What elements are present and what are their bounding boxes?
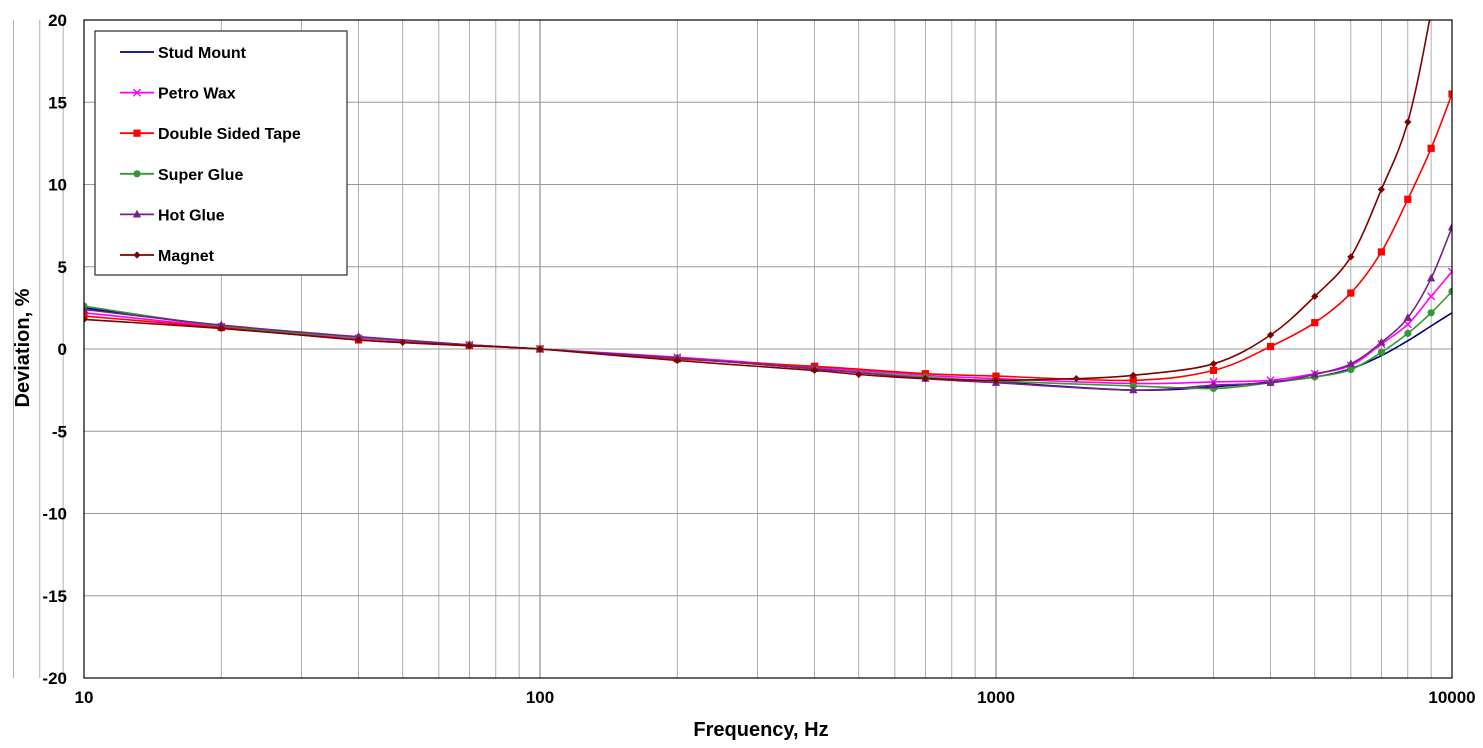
- x-axis-title: Frequency, Hz: [693, 719, 828, 741]
- y-axis-title: Deviation, %: [12, 288, 34, 407]
- data-point-magnet: [354, 336, 363, 344]
- legend-label-hot-glue: Hot Glue: [158, 207, 225, 224]
- data-point-double-sided-tape: [992, 372, 1000, 380]
- data-point-magnet: [399, 338, 407, 347]
- data-point-super-glue: [1404, 329, 1412, 337]
- legend-item-petro-wax: Petro Wax: [120, 86, 236, 103]
- data-point-hot-glue: [1266, 378, 1275, 386]
- data-point-petro-wax: [1403, 320, 1412, 329]
- y-tick-label: -15: [42, 587, 67, 606]
- legend-marker-double-sided-tape: [133, 129, 141, 137]
- data-point-double-sided-tape: [1266, 342, 1275, 351]
- legend-item-double-sided-tape: Double Sided Tape: [120, 126, 301, 143]
- series-line-hot-glue: [84, 226, 1452, 391]
- data-point-super-glue: [1427, 309, 1435, 317]
- data-point-magnet: [1404, 118, 1412, 126]
- legend-marker-petro-wax: [132, 88, 142, 97]
- data-point-hot-glue: [1346, 359, 1355, 367]
- data-point-hot-glue: [1403, 313, 1412, 321]
- x-tick-label: 10: [75, 688, 94, 707]
- legend: Stud Mount Petro Wax Double Sided Tape Supe…: [94, 30, 348, 276]
- data-point-magnet: [84, 315, 88, 323]
- data-point-hot-glue: [1427, 273, 1436, 282]
- data-point-hot-glue: [1447, 222, 1452, 231]
- data-point-magnet: [673, 356, 681, 365]
- data-point-magnet: [1311, 292, 1319, 300]
- data-point-double-sided-tape: [1404, 195, 1412, 203]
- data-point-double-sided-tape: [1209, 366, 1218, 374]
- data-point-double-sided-tape: [1129, 376, 1137, 384]
- data-point-magnet: [1266, 331, 1275, 339]
- y-tick-label: 20: [48, 11, 67, 30]
- data-point-petro-wax: [1427, 292, 1436, 301]
- data-point-hot-glue: [1377, 337, 1386, 346]
- series-layer: [84, 20, 1452, 394]
- data-point-super-glue: [1377, 348, 1385, 356]
- legend-item-stud-mount: Stud Mount: [120, 45, 247, 62]
- data-point-magnet: [1347, 253, 1355, 261]
- data-point-double-sided-tape: [1427, 144, 1435, 152]
- data-point-magnet: [855, 370, 863, 379]
- data-point-magnet: [536, 345, 544, 353]
- data-point-hot-glue: [1129, 385, 1138, 394]
- data-point-hot-glue: [217, 320, 226, 329]
- data-point-double-sided-tape: [1311, 319, 1319, 327]
- data-point-petro-wax: [1447, 267, 1452, 276]
- y-tick-label: -5: [52, 422, 67, 441]
- legend-label-super-glue: Super Glue: [158, 167, 243, 184]
- legend-marker-magnet: [133, 251, 141, 259]
- data-point-double-sided-tape: [1347, 289, 1355, 297]
- y-tick-label: 10: [48, 176, 67, 195]
- x-tick-label: 100: [526, 688, 554, 707]
- data-point-super-glue: [1448, 287, 1452, 296]
- legend-marker-hot-glue: [132, 209, 142, 218]
- legend-item-hot-glue: Hot Glue: [120, 207, 225, 224]
- data-point-hot-glue: [354, 332, 363, 340]
- legend-label-stud-mount: Stud Mount: [158, 45, 247, 62]
- y-tick-label: -10: [42, 505, 67, 524]
- y-tick-label: 0: [58, 340, 67, 359]
- legend-box: [94, 30, 348, 276]
- legend-label-double-sided-tape: Double Sided Tape: [158, 126, 301, 143]
- data-point-magnet: [1072, 375, 1080, 383]
- y-tick-label: -20: [42, 669, 67, 688]
- y-tick-label: 15: [48, 93, 67, 112]
- data-point-magnet: [1129, 371, 1137, 379]
- data-point-hot-glue: [1209, 380, 1218, 389]
- y-tick-label: 5: [58, 258, 67, 277]
- series-magnet: [84, 20, 1431, 384]
- data-point-magnet: [921, 375, 929, 383]
- data-point-magnet: [217, 324, 225, 333]
- x-tick-label: 1000: [977, 688, 1015, 707]
- data-point-double-sided-tape: [84, 312, 88, 320]
- plot-frame: [83, 19, 1453, 679]
- data-point-super-glue: [1347, 365, 1355, 374]
- data-point-hot-glue: [1310, 369, 1319, 378]
- legend-item-super-glue: Super Glue: [120, 167, 243, 184]
- legend-marker-super-glue: [133, 170, 141, 178]
- legend-item-magnet: Magnet: [120, 248, 215, 265]
- axis-ticks: 20 15 10 5 0 -5 -10 -15 -20 10 100 1000 10000: [42, 11, 1475, 707]
- data-point-magnet: [1377, 185, 1385, 194]
- legend-label-magnet: Magnet: [158, 248, 215, 265]
- data-point-magnet: [992, 376, 1000, 384]
- data-point-double-sided-tape: [1448, 90, 1452, 98]
- data-point-magnet: [1209, 360, 1218, 368]
- data-point-hot-glue: [84, 304, 89, 313]
- x-tick-label: 10000: [1428, 688, 1475, 707]
- data-point-magnet: [465, 342, 473, 350]
- legend-label-petro-wax: Petro Wax: [158, 86, 236, 103]
- data-point-magnet: [810, 366, 819, 374]
- data-point-double-sided-tape: [1377, 248, 1385, 256]
